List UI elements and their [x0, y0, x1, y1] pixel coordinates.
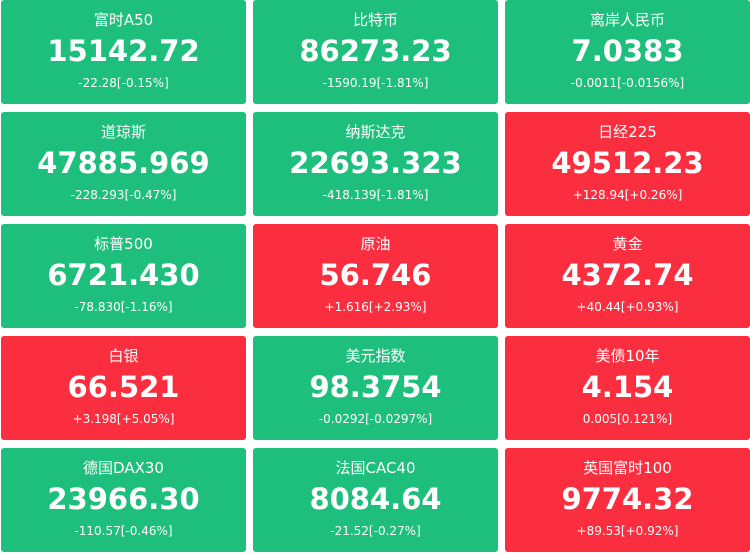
tile-change: +128.94[+0.26%]	[572, 188, 683, 202]
tile-name: 日经225	[598, 123, 657, 141]
tile-change: +3.198[+5.05%]	[72, 412, 175, 426]
tile-name: 德国DAX30	[83, 459, 164, 477]
tile-price: 7.0383	[571, 34, 684, 68]
tile-change: +40.44[+0.93%]	[576, 300, 679, 314]
tile-name: 法国CAC40	[335, 459, 416, 477]
tile-name: 纳斯达克	[345, 123, 406, 141]
tile-name: 道琼斯	[100, 123, 146, 141]
tile-change: +1.616[+2.93%]	[324, 300, 427, 314]
market-tile[interactable]: 美债10年 4.154 0.005[0.121%]	[505, 336, 750, 440]
tile-name: 比特币	[352, 11, 398, 29]
tile-price: 49512.23	[551, 146, 704, 180]
tile-price: 4372.74	[561, 258, 694, 292]
tile-change: 0.005[0.121%]	[582, 412, 673, 426]
tile-price: 22693.323	[289, 146, 462, 180]
tile-change: -418.139[-1.81%]	[322, 188, 429, 202]
tile-change: -228.293[-0.47%]	[70, 188, 177, 202]
tile-name: 白银	[108, 347, 139, 365]
tile-price: 23966.30	[47, 482, 200, 516]
market-tile[interactable]: 黄金 4372.74 +40.44[+0.93%]	[505, 224, 750, 328]
tile-price: 56.746	[319, 258, 432, 292]
tile-change: -110.57[-0.46%]	[74, 524, 173, 538]
market-tile[interactable]: 日经225 49512.23 +128.94[+0.26%]	[505, 112, 750, 216]
market-tile[interactable]: 美元指数 98.3754 -0.0292[-0.0297%]	[253, 336, 498, 440]
market-tile[interactable]: 标普500 6721.430 -78.830[-1.16%]	[1, 224, 246, 328]
tile-change: -78.830[-1.16%]	[74, 300, 173, 314]
tile-change: -0.0292[-0.0297%]	[318, 412, 433, 426]
tile-price: 9774.32	[561, 482, 694, 516]
tile-price: 47885.969	[37, 146, 210, 180]
tile-price: 4.154	[581, 370, 674, 404]
tile-name: 富时A50	[93, 11, 154, 29]
tile-price: 8084.64	[309, 482, 442, 516]
tile-change: -1590.19[-1.81%]	[322, 76, 429, 90]
tile-price: 15142.72	[47, 34, 200, 68]
tile-name: 美债10年	[595, 347, 660, 365]
tile-change: -22.28[-0.15%]	[78, 76, 169, 90]
market-tile[interactable]: 道琼斯 47885.969 -228.293[-0.47%]	[1, 112, 246, 216]
market-tile[interactable]: 英国富时100 9774.32 +89.53[+0.92%]	[505, 448, 750, 552]
tile-change: +89.53[+0.92%]	[576, 524, 679, 538]
tile-name: 黄金	[612, 235, 643, 253]
market-tile[interactable]: 富时A50 15142.72 -22.28[-0.15%]	[1, 0, 246, 104]
tile-change: -0.0011[-0.0156%]	[570, 76, 685, 90]
market-tile[interactable]: 纳斯达克 22693.323 -418.139[-1.81%]	[253, 112, 498, 216]
tile-name: 标普500	[94, 235, 153, 253]
market-tile[interactable]: 离岸人民币 7.0383 -0.0011[-0.0156%]	[505, 0, 750, 104]
tile-price: 98.3754	[309, 370, 442, 404]
tile-name: 英国富时100	[583, 459, 672, 477]
tile-name: 离岸人民币	[589, 11, 665, 29]
market-tile[interactable]: 白银 66.521 +3.198[+5.05%]	[1, 336, 246, 440]
market-tile[interactable]: 比特币 86273.23 -1590.19[-1.81%]	[253, 0, 498, 104]
market-tile[interactable]: 原油 56.746 +1.616[+2.93%]	[253, 224, 498, 328]
tile-change: -21.52[-0.27%]	[330, 524, 421, 538]
market-tile[interactable]: 法国CAC40 8084.64 -21.52[-0.27%]	[253, 448, 498, 552]
market-tile[interactable]: 德国DAX30 23966.30 -110.57[-0.46%]	[1, 448, 246, 552]
tile-name: 原油	[360, 235, 391, 253]
tile-price: 6721.430	[47, 258, 200, 292]
tile-price: 66.521	[67, 370, 180, 404]
tile-name: 美元指数	[345, 347, 406, 365]
tile-price: 86273.23	[299, 34, 452, 68]
